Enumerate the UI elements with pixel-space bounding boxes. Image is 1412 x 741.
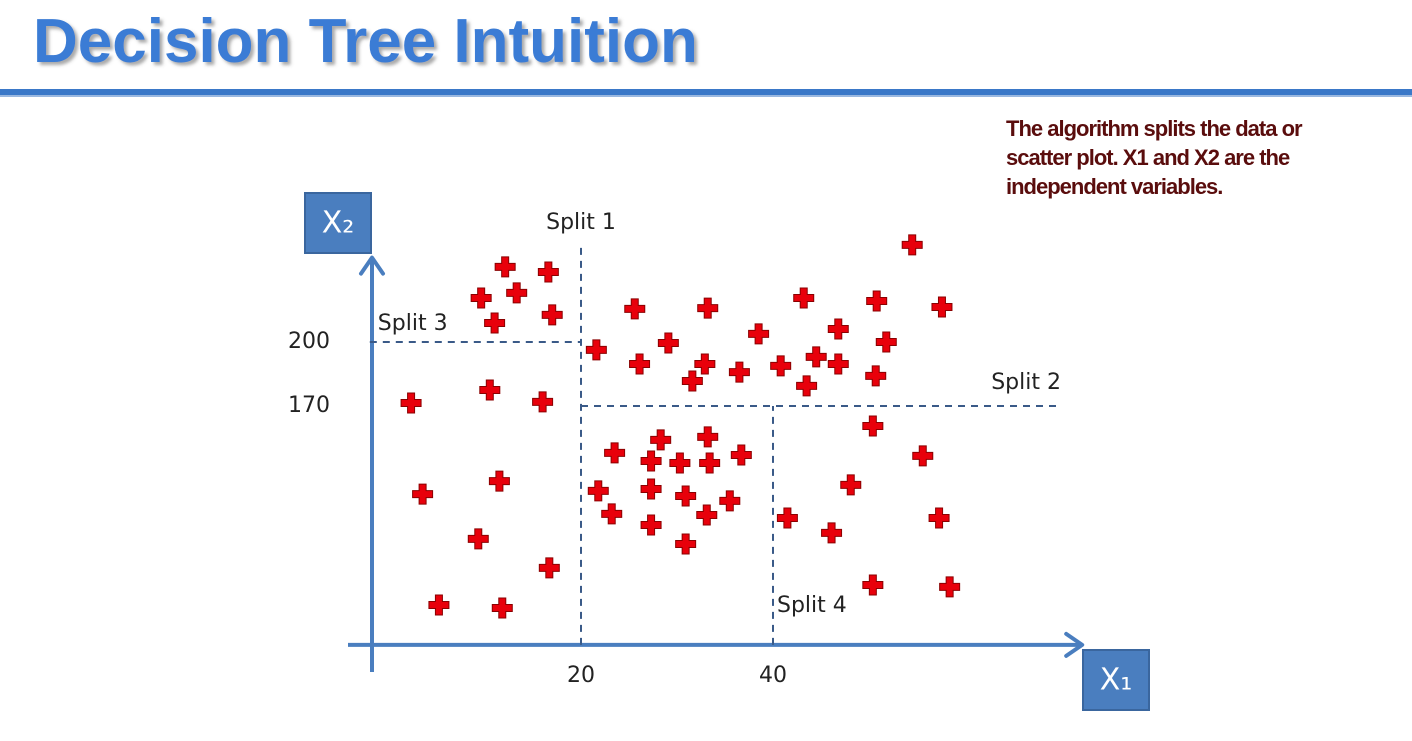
- data-point: [541, 304, 563, 326]
- data-point: [719, 490, 741, 512]
- data-point: [827, 318, 849, 340]
- data-point: [428, 594, 450, 616]
- data-point: [681, 370, 703, 392]
- y-tick-label: 170: [288, 393, 330, 418]
- x-label-box: [1082, 649, 1150, 711]
- title-rule: [0, 89, 1412, 95]
- split-label: Split 2: [991, 370, 1061, 395]
- data-point: [601, 503, 623, 525]
- data-point: [862, 574, 884, 596]
- title-rule-shade: [0, 95, 1412, 97]
- data-point: [796, 375, 818, 397]
- data-point: [697, 297, 719, 319]
- data-point: [491, 597, 513, 619]
- data-point: [694, 353, 716, 375]
- data-point: [467, 528, 489, 550]
- data-point: [805, 346, 827, 368]
- data-point: [657, 332, 679, 354]
- data-point: [650, 429, 672, 451]
- y-tick-label: 200: [288, 329, 330, 354]
- data-point: [696, 504, 718, 526]
- data-point: [506, 282, 528, 304]
- data-point: [640, 514, 662, 536]
- data-point: [640, 478, 662, 500]
- data-point: [793, 287, 815, 309]
- data-point: [400, 392, 422, 414]
- data-point: [412, 483, 434, 505]
- split-label: Split 1: [546, 210, 616, 235]
- data-point: [484, 312, 506, 334]
- data-point: [901, 234, 923, 256]
- data-point: [629, 353, 651, 375]
- data-point: [931, 296, 953, 318]
- data-point: [669, 452, 691, 474]
- y-axis-arrow: [359, 255, 385, 276]
- data-point: [488, 470, 510, 492]
- data-point: [640, 450, 662, 472]
- data-point: [532, 391, 554, 413]
- data-point: [865, 365, 887, 387]
- data-point: [470, 287, 492, 309]
- annotation: The algorithm splits the data or scatter…: [1006, 116, 1303, 199]
- split-label: Split 3: [378, 311, 448, 336]
- data-point: [728, 361, 750, 383]
- data-point: [862, 415, 884, 437]
- y-axis-label: X₂: [322, 206, 355, 241]
- x-tick-label: 20: [567, 663, 595, 688]
- data-point: [730, 444, 752, 466]
- data-point: [928, 507, 950, 529]
- data-point: [587, 480, 609, 502]
- data-point: [604, 442, 626, 464]
- slide-title: Decision Tree Intuition: [33, 7, 698, 76]
- data-point: [827, 353, 849, 375]
- data-point: [939, 576, 961, 598]
- y-label-box: [304, 192, 372, 254]
- data-point: [748, 323, 770, 345]
- x-tick-label: 40: [759, 663, 787, 688]
- data-point: [821, 522, 843, 544]
- data-point: [770, 355, 792, 377]
- data-point: [494, 256, 516, 278]
- data-point: [537, 261, 559, 283]
- data-point: [697, 426, 719, 448]
- data-point: [840, 474, 862, 496]
- data-point: [912, 445, 934, 467]
- data-point: [479, 379, 501, 401]
- data-point: [585, 339, 607, 361]
- x-axis-label: X₁: [1100, 663, 1133, 698]
- data-point: [776, 507, 798, 529]
- data-point: [866, 290, 888, 312]
- data-point: [699, 452, 721, 474]
- data-point: [624, 298, 646, 320]
- data-point: [675, 533, 697, 555]
- data-point: [675, 485, 697, 507]
- x-axis-arrow: [1064, 631, 1085, 658]
- data-point: [538, 557, 560, 579]
- data-point: [875, 331, 897, 353]
- split-label: Split 4: [777, 593, 847, 618]
